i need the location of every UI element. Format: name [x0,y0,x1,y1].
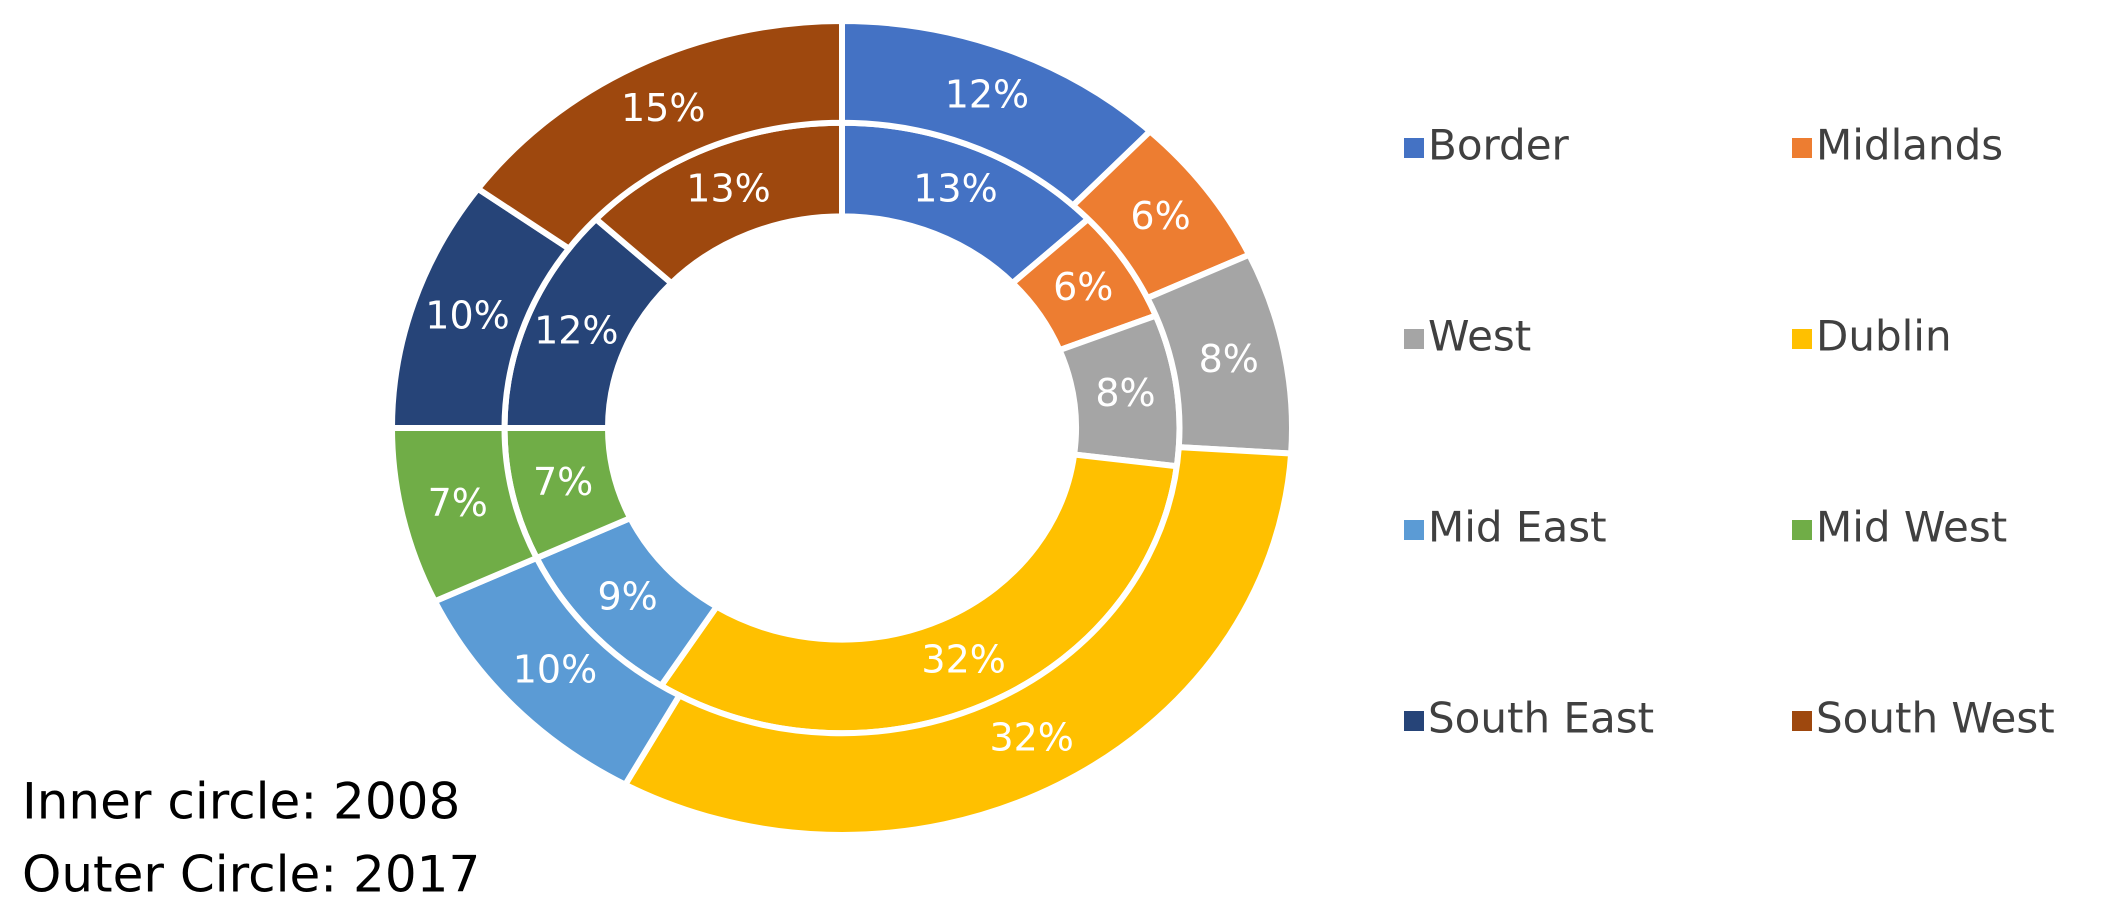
annotation: Inner circle: 2008 [22,773,460,831]
data-label: 32% [921,637,1005,681]
data-label: 7% [428,481,488,525]
data-label: 12% [945,72,1029,116]
legend-swatch [1792,138,1812,158]
data-label: 7% [533,460,593,504]
legend-swatch [1792,329,1812,349]
legend-label: Midlands [1816,121,2003,170]
wedge [473,17,845,253]
legend-swatch [1404,138,1424,158]
legend-label: South East [1428,694,1654,743]
legend-label: Mid West [1816,503,2007,552]
data-label: 6% [1053,265,1113,309]
data-label: 10% [513,647,597,691]
legend-swatch [1404,329,1424,349]
data-label: 13% [913,166,997,210]
legend-label: Border [1428,121,1570,170]
legend-swatch [1404,520,1424,540]
annotation: Outer Circle: 2017 [22,846,480,904]
legend-label: Mid East [1428,503,1607,552]
data-label: 13% [686,166,770,210]
legend-label: Dublin [1816,312,1952,361]
data-label: 15% [621,86,705,130]
data-label: 8% [1199,337,1259,381]
data-label: 9% [598,574,658,618]
data-label: 8% [1095,371,1155,415]
data-label: 32% [989,716,1073,760]
legend-swatch [1792,520,1812,540]
legend-label: West [1428,312,1531,361]
data-label: 12% [534,308,618,352]
wedge [620,444,1295,838]
data-label: 10% [425,293,509,337]
legend-label: South West [1816,694,2055,743]
data-label: 6% [1130,194,1190,238]
legend-swatch [1404,711,1424,731]
legend-swatch [1792,711,1812,731]
